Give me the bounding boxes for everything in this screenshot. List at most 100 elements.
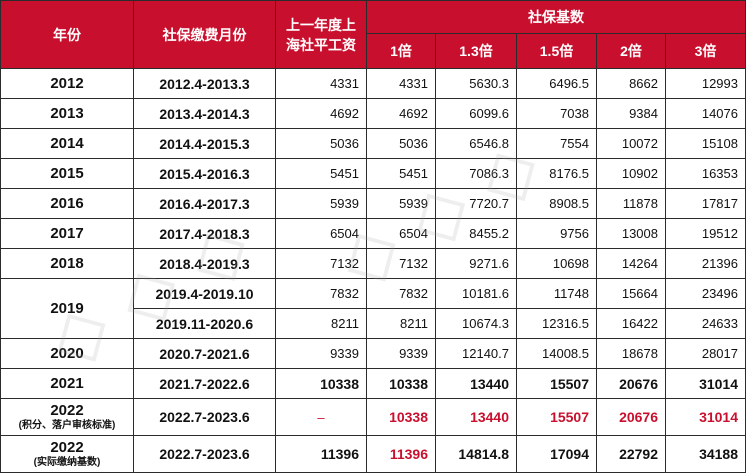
header-multiplier-1-3x: 1.3倍 — [435, 33, 517, 69]
base-cell: 17094 — [516, 435, 597, 473]
year-cell: 2018 — [0, 248, 134, 279]
base-cell: 7038 — [516, 98, 597, 129]
base-cell: 16422 — [596, 308, 666, 339]
base-cell: 10698 — [516, 248, 597, 279]
year-cell: 2022 (积分、落户审核标准) — [0, 398, 134, 436]
base-cell: 11878 — [596, 188, 666, 219]
base-cell: 10181.6 — [435, 278, 517, 309]
base-cell: 18678 — [596, 338, 666, 369]
base-cell: 4331 — [366, 68, 436, 99]
base-cell: 9339 — [366, 338, 436, 369]
base-cell: 7132 — [366, 248, 436, 279]
table-row: 2020 2020.7-2021.6 9339 9339 12140.7 140… — [0, 338, 746, 369]
base-cell: 21396 — [665, 248, 746, 279]
header-base-group: 社保基数 — [366, 0, 746, 34]
table-row: 2021 2021.7-2022.6 10338 10338 13440 155… — [0, 368, 746, 399]
base-cell: 5939 — [366, 188, 436, 219]
base-cell: 7832 — [366, 278, 436, 309]
period-cell: 2020.7-2021.6 — [133, 338, 276, 369]
base-cell: 20676 — [596, 368, 666, 399]
base-cell: 6496.5 — [516, 68, 597, 99]
avg-salary-cell: 4692 — [275, 98, 367, 129]
period-cell: 2019.11-2020.6 — [133, 308, 276, 339]
header-period: 社保缴费月份 — [133, 0, 276, 69]
base-cell: 10674.3 — [435, 308, 517, 339]
base-cell: 15507 — [516, 398, 597, 436]
base-cell: 14814.8 — [435, 435, 517, 473]
base-cell: 9756 — [516, 218, 597, 249]
table-row: 2022 (实际缴纳基数) 2022.7-2023.6 11396 11396 … — [0, 435, 746, 473]
base-cell: 6546.8 — [435, 128, 517, 159]
table-row: 2019.11-2020.6 8211 8211 10674.3 12316.5… — [1, 308, 746, 339]
avg-salary-cell: 10338 — [275, 368, 367, 399]
base-cell: 11748 — [516, 278, 597, 309]
base-cell: 22792 — [596, 435, 666, 473]
base-cell: 10072 — [596, 128, 666, 159]
base-cell: 10902 — [596, 158, 666, 189]
base-cell: 6504 — [366, 218, 436, 249]
avg-salary-cell: 7132 — [275, 248, 367, 279]
year-cell: 2017 — [0, 218, 134, 249]
base-cell: 10338 — [366, 398, 436, 436]
year-note: (实际缴纳基数) — [33, 457, 101, 468]
header-multiplier-2x: 2倍 — [596, 33, 666, 69]
base-cell: 8662 — [596, 68, 666, 99]
base-cell: 31014 — [665, 368, 746, 399]
table-row: 2018 2018.4-2019.3 7132 7132 9271.6 10698 1426… — [0, 248, 746, 279]
base-cell: 11396 — [366, 435, 436, 473]
base-cell: 13440 — [435, 398, 517, 436]
base-cell: 5451 — [366, 158, 436, 189]
header-multiplier-1-5x: 1.5倍 — [516, 33, 597, 69]
table-row: 2022 (积分、落户审核标准) 2022.7-2023.6 – 10338 1… — [0, 398, 746, 436]
header-year: 年份 — [0, 0, 134, 69]
table-header: 年份 社保缴费月份 上一年度上 海社平工资 社保基数 1倍 1.3倍 1.5倍 … — [0, 0, 746, 69]
base-cell: 14008.5 — [516, 338, 597, 369]
period-cell: 2016.4-2017.3 — [133, 188, 276, 219]
year-cell: 2013 — [0, 98, 134, 129]
period-cell: 2013.4-2014.3 — [133, 98, 276, 129]
base-cell: 12140.7 — [435, 338, 517, 369]
period-cell: 2015.4-2016.3 — [133, 158, 276, 189]
avg-salary-cell: 8211 — [275, 308, 367, 339]
base-cell: 8211 — [366, 308, 436, 339]
base-cell: 19512 — [665, 218, 746, 249]
year-cell: 2022 (实际缴纳基数) — [0, 435, 134, 473]
table-row: 2017 2017.4-2018.3 6504 6504 8455.2 9756 13008… — [0, 218, 746, 249]
year-cell: 2021 — [0, 368, 134, 399]
table-row: 2015 2015.4-2016.3 5451 5451 7086.3 8176.5 109… — [0, 158, 746, 189]
base-cell: 15664 — [596, 278, 666, 309]
base-cell: 16353 — [665, 158, 746, 189]
base-cell: 12993 — [665, 68, 746, 99]
base-cell: 7554 — [516, 128, 597, 159]
base-cell: 8455.2 — [435, 218, 517, 249]
base-cell: 14264 — [596, 248, 666, 279]
avg-salary-cell: 5939 — [275, 188, 367, 219]
base-cell: 14076 — [665, 98, 746, 129]
base-cell: 8176.5 — [516, 158, 597, 189]
year-cell: 2016 — [0, 188, 134, 219]
base-cell: 5036 — [366, 128, 436, 159]
avg-salary-cell: 5451 — [275, 158, 367, 189]
avg-salary-cell: 5036 — [275, 128, 367, 159]
header-avg-salary-line2: 海社平工资 — [286, 36, 356, 53]
avg-salary-cell: – — [275, 398, 367, 436]
base-cell: 20676 — [596, 398, 666, 436]
table-row: 2013 2013.4-2014.3 4692 4692 6099.6 7038 9384 1… — [0, 98, 746, 129]
period-cell: 2012.4-2013.3 — [133, 68, 276, 99]
base-cell: 7720.7 — [435, 188, 517, 219]
period-cell: 2022.7-2023.6 — [133, 398, 276, 436]
base-cell: 15507 — [516, 368, 597, 399]
base-cell: 31014 — [665, 398, 746, 436]
base-cell: 4692 — [366, 98, 436, 129]
base-cell: 9271.6 — [435, 248, 517, 279]
base-cell: 7086.3 — [435, 158, 517, 189]
avg-salary-cell: 11396 — [275, 435, 367, 473]
year-label: 2022 — [50, 439, 84, 456]
year-cell: 2012 — [0, 68, 134, 99]
avg-salary-cell: 7832 — [275, 278, 367, 309]
base-cell: 6099.6 — [435, 98, 517, 129]
base-cell: 9384 — [596, 98, 666, 129]
base-cell: 23496 — [665, 278, 746, 309]
